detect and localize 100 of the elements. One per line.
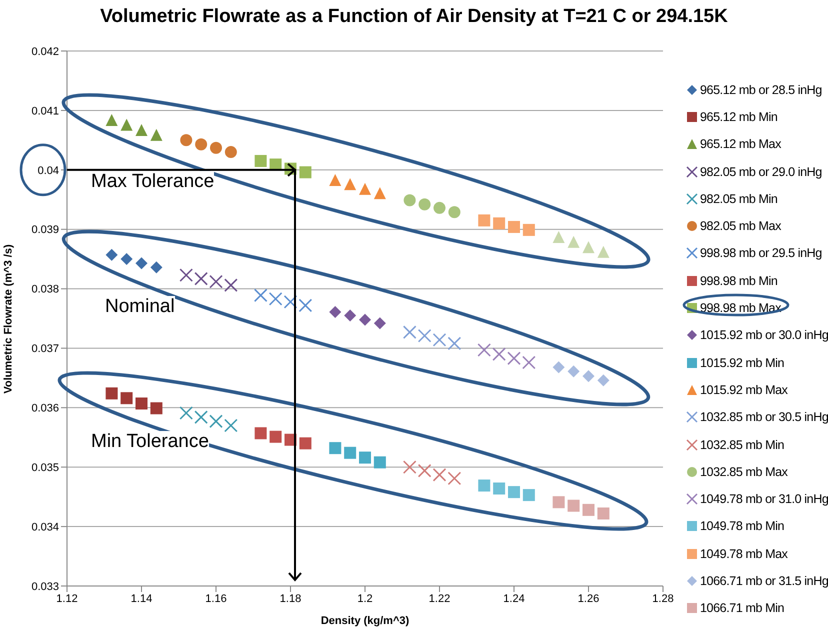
y-tick-label: 0.033 — [31, 580, 59, 593]
legend-label: 1066.71 mb or 31.5 inHg — [700, 574, 828, 588]
legend-label: 998.98 mb Min — [700, 274, 778, 288]
point — [136, 257, 148, 270]
x-axis-title: Density (kg/m^3) — [320, 615, 410, 627]
legend-label: 1066.71 mb Min — [700, 601, 784, 616]
point — [448, 472, 462, 486]
point — [254, 288, 268, 302]
y-tick-label: 0.034 — [31, 521, 59, 534]
point — [402, 460, 416, 474]
point — [402, 325, 416, 339]
y-tick-label: 0.039 — [31, 224, 59, 236]
point — [254, 154, 267, 167]
point — [120, 392, 133, 404]
point — [522, 489, 535, 502]
point — [418, 198, 431, 210]
point — [374, 317, 386, 330]
y-tick-label: 0.035 — [31, 462, 59, 474]
point — [359, 314, 371, 326]
legend-label: 1032.85 mb Min — [700, 438, 784, 452]
x-tick-label: 1.22 — [428, 592, 450, 605]
annotation: Nominal — [105, 296, 175, 318]
point — [477, 343, 491, 357]
point — [359, 452, 371, 464]
point — [209, 274, 223, 288]
point — [194, 272, 208, 286]
x-tick-label: 1.26 — [578, 592, 600, 605]
x-tick-label: 1.24 — [503, 592, 525, 605]
legend-label: 1049.78 mb Max — [700, 546, 788, 561]
y-tick-label: 0.038 — [31, 284, 59, 296]
point — [478, 480, 490, 492]
point — [299, 437, 312, 450]
point — [224, 146, 237, 158]
point — [224, 418, 238, 432]
point — [432, 333, 446, 347]
point — [359, 182, 371, 195]
point — [344, 178, 356, 190]
point — [106, 387, 118, 400]
legend-label: 1015.92 mb Min — [700, 356, 784, 370]
point — [582, 504, 594, 516]
point — [374, 456, 386, 468]
point — [254, 427, 267, 440]
point — [418, 464, 432, 478]
point — [492, 347, 506, 361]
point — [195, 138, 208, 150]
point — [522, 356, 536, 370]
point — [150, 261, 162, 274]
point — [106, 248, 118, 261]
point — [418, 328, 432, 342]
x-tick-label: 1.16 — [205, 592, 227, 605]
point — [284, 295, 298, 309]
point — [179, 268, 193, 282]
legend-label: 982.05 mb Min — [700, 192, 778, 206]
legend-label: 982.05 mb or 29.0 inHg — [700, 164, 822, 179]
x-tick-label: 1.28 — [652, 592, 674, 605]
point — [568, 236, 580, 248]
point — [120, 253, 133, 266]
point — [270, 430, 282, 443]
legend-label: 965.12 mb or 28.5 inHg — [700, 82, 822, 97]
point — [552, 231, 565, 244]
chart-title: Volumetric Flowrate as a Function of Air Density at T=21 C or 294.15K — [99, 6, 729, 28]
point — [432, 468, 446, 482]
y-tick-label: 0.042 — [31, 46, 59, 58]
point — [210, 142, 222, 154]
point — [120, 118, 133, 131]
point — [508, 486, 520, 498]
legend-label: 1032.85 mb Max — [700, 464, 788, 479]
point — [448, 206, 460, 218]
point — [582, 241, 594, 254]
point — [582, 370, 594, 382]
point — [508, 220, 520, 233]
legend-label: 1049.78 mb Min — [700, 519, 784, 534]
legend-label: 1015.92 mb or 30.0 inHg — [700, 328, 828, 342]
y-tick-label: 0.04 — [38, 164, 59, 177]
annotation: Min Tolerance — [91, 431, 209, 453]
point — [299, 166, 312, 178]
legend-label: 965.12 mb Min — [700, 110, 778, 124]
annotation: Max Tolerance — [91, 171, 214, 193]
y-tick-label: 0.041 — [31, 105, 59, 118]
legend-label: 1032.85 mb or 30.5 inHg — [700, 410, 828, 424]
point — [568, 365, 580, 378]
x-tick-label: 1.12 — [56, 592, 78, 605]
x-tick-label: 1.18 — [280, 592, 302, 605]
legend-label: 1049.78 mb or 31.0 inHg — [700, 492, 828, 506]
point — [209, 414, 223, 428]
point — [522, 224, 535, 236]
x-tick-label: 1.14 — [130, 592, 152, 605]
point — [597, 507, 610, 520]
point — [507, 352, 521, 366]
point — [224, 278, 238, 292]
y-tick-label: 0.037 — [31, 343, 59, 356]
legend-label: 965.12 mb Max — [700, 137, 781, 152]
point — [298, 298, 312, 312]
point — [404, 194, 416, 206]
point — [434, 202, 446, 214]
legend-label: 982.05 mb Max — [700, 219, 781, 234]
point — [136, 398, 148, 410]
point — [597, 246, 610, 258]
point — [150, 128, 162, 141]
point — [329, 306, 342, 318]
